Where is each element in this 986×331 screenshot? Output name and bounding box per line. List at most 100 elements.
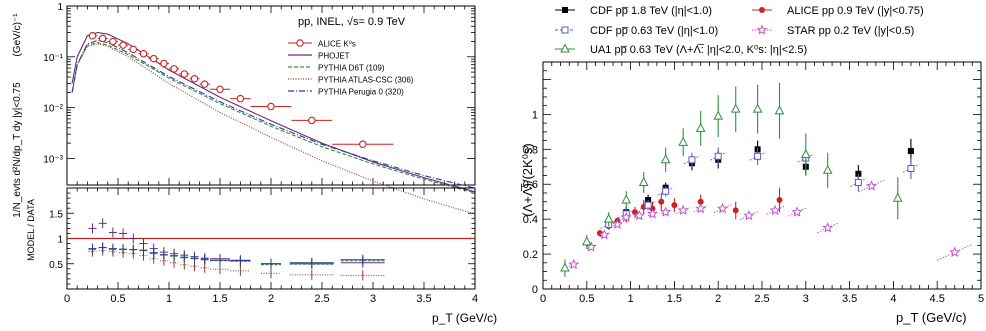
lambda-point-ua1-open-triangle bbox=[603, 213, 614, 223]
alice-k0s-point bbox=[109, 37, 117, 46]
alice-k0s-point bbox=[216, 85, 224, 93]
alice-k0s-point bbox=[129, 45, 138, 54]
spectrum-annotation: pp, INEL, √s= 0.9 TeV bbox=[298, 16, 406, 28]
right-xlabel: p_T (GeV/c) bbox=[896, 310, 967, 325]
ratio-ylabel: MODEL / DATA bbox=[26, 199, 36, 261]
left-xlabel: p_T (GeV/c) bbox=[432, 311, 497, 325]
alice-k0s-point bbox=[139, 49, 148, 58]
alice-k0s-point bbox=[88, 31, 97, 40]
lambda-point-cdf-filled-square bbox=[907, 148, 914, 155]
alice-k0s-point bbox=[359, 140, 367, 149]
ratio-ytick-label: 1.5 bbox=[49, 209, 63, 220]
spectrum-line-phojet bbox=[71, 32, 476, 193]
lambda-xtick-label: 4.5 bbox=[930, 293, 945, 305]
lambda-xtick-label: 2.5 bbox=[754, 293, 769, 305]
lambda-point-star-open-star bbox=[568, 258, 579, 270]
lambda-point-cdf-open-square bbox=[854, 178, 862, 186]
spectrum-legend-entry: PYTHIA ATLAS-CSC (306) bbox=[318, 76, 414, 85]
lambda-point-star-open-star-xerr bbox=[858, 179, 885, 193]
lambda-k0s-panel: 0 0.5 1 1.5 2 2.5 3 3.5 4 4.5 5 0 0.2 0.4 0.6 0.8 1 bbox=[523, 61, 984, 305]
lambda-legend-entry: ALICE pp 0.9 TeV (|y|<0.75) bbox=[787, 5, 924, 17]
lambda-point-star-open-star bbox=[866, 180, 877, 191]
lambda-point-star-open-star bbox=[822, 222, 834, 233]
lambda-point-alice-filled-circle bbox=[697, 198, 704, 205]
lambda-legend-marker bbox=[561, 26, 569, 34]
lambda-point-star-open-star bbox=[620, 211, 632, 222]
ratio-ytick-label: 0.5 bbox=[49, 260, 63, 271]
spectrum-legend: ALICE K⁰s PHOJET PYTHIA D6T (109) PYTHIA AT… bbox=[288, 39, 414, 97]
spectrum-legend-entry: PHOJET bbox=[318, 52, 350, 61]
spectrum-ylabel-unit: (GeV/c)⁻¹ bbox=[12, 13, 23, 57]
spectrum-ytick-label: 10⁻³ bbox=[43, 154, 63, 165]
lambda-point-alice-filled-circle bbox=[776, 196, 783, 203]
lambda-point-star-open-star bbox=[660, 206, 671, 217]
lambda-point-star-open-star bbox=[647, 208, 658, 219]
lambda-xtick-label: 5 bbox=[978, 293, 984, 305]
right-ylabel: (Λ+Λ̅)/(2K⁰s) bbox=[520, 143, 535, 217]
spectrum-legend-entry: PYTHIA D6T (109) bbox=[318, 64, 385, 73]
ratio-xtick-label: 4 bbox=[472, 293, 478, 305]
lambda-point-alice-filled-circle bbox=[671, 202, 678, 209]
legend-alice-marker bbox=[296, 39, 304, 47]
lambda-ytick-label: 0.6 bbox=[523, 179, 538, 191]
lambda-point-cdf-open-square bbox=[688, 156, 696, 164]
lambda-point-cdf-open-square bbox=[714, 152, 722, 160]
lambda-ytick-label: 0.4 bbox=[523, 214, 538, 226]
lambda-point-ua1-open-triangle bbox=[822, 164, 833, 174]
alice-k0s-point bbox=[119, 41, 127, 49]
ratio-legend: CDF pp̅ 1.8 TeV (|η|<1.0) ALICE pp 0.9 Te… bbox=[555, 5, 924, 56]
lambda-point-star-open-star bbox=[695, 203, 707, 214]
lambda-point-cdf-open-square bbox=[662, 187, 670, 195]
lambda-point-ua1-open-triangle bbox=[730, 103, 741, 113]
lambda-point-star-open-star bbox=[717, 203, 729, 214]
lambda-xtick-label: 0 bbox=[540, 293, 546, 305]
lambda-legend-entry: CDF pp̅ 0.63 TeV (|η|<1.0) bbox=[590, 25, 718, 37]
lambda-legend-marker bbox=[756, 24, 768, 35]
spectrum-legend-entry: ALICE K⁰s bbox=[318, 40, 356, 49]
alice-k0s-point bbox=[200, 80, 209, 88]
ratio-xtick-label: 1 bbox=[166, 293, 172, 305]
lambda-ytick-label: 0.2 bbox=[523, 249, 538, 261]
lambda-point-star-open-star bbox=[585, 241, 597, 252]
spectrum-line-pythia-d6t-109- bbox=[71, 42, 476, 194]
spectrum-panel: 1 10⁻¹ 10⁻² 10⁻³ bbox=[43, 2, 476, 215]
spectrum-frame bbox=[66, 5, 476, 186]
lambda-xtick-label: 2 bbox=[715, 293, 721, 305]
lambda-point-ua1-open-triangle bbox=[621, 194, 632, 204]
lambda-frame bbox=[542, 61, 982, 290]
lambda-point-star-open-star-xerr bbox=[675, 206, 691, 215]
lambda-point-alice-filled-circle bbox=[732, 207, 739, 214]
lambda-point-ua1-open-triangle bbox=[800, 148, 811, 159]
ratio-xtick-label: 0.5 bbox=[110, 293, 125, 305]
lambda-point-star-open-star bbox=[612, 218, 623, 229]
lambda-point-ua1-open-triangle bbox=[638, 176, 649, 186]
lambda-point-ua1-open-triangle bbox=[892, 192, 903, 202]
lambda-legend-entry: CDF pp̅ 1.8 TeV (|η|<1.0) bbox=[590, 5, 712, 17]
lambda-legend-entry: UA1 pp̅ 0.63 TeV (Λ+Λ̅: |η|<2.0, K⁰s: |η… bbox=[590, 44, 807, 56]
lambda-xtick-label: 3.5 bbox=[842, 293, 857, 305]
ratio-xtick-label: 3.5 bbox=[416, 293, 431, 305]
ratio-xtick-label: 0 bbox=[64, 293, 70, 305]
spectrum-line-pythia-atlas-csc-306- bbox=[71, 43, 476, 215]
lambda-xtick-label: 0.5 bbox=[579, 293, 594, 305]
lambda-point-ua1-open-triangle bbox=[678, 136, 688, 146]
alice-k0s-point bbox=[160, 59, 168, 68]
lambda-point-ua1-open-triangle bbox=[752, 103, 763, 113]
lambda-point-ua1-open-triangle bbox=[560, 262, 570, 272]
ratio-xtick-label: 2 bbox=[268, 293, 274, 305]
alice-k0s-point bbox=[98, 34, 107, 43]
lambda-point-cdf-open-square bbox=[644, 201, 652, 209]
lambda-point-star-open-star bbox=[634, 210, 645, 221]
lambda-ytick-label: 1 bbox=[532, 109, 538, 121]
lambda-point-star-open-star-xerr bbox=[817, 222, 839, 234]
lambda-legend-marker bbox=[560, 43, 570, 53]
lambda-point-cdf-open-square bbox=[907, 165, 915, 173]
lambda-point-ua1-open-triangle bbox=[774, 105, 785, 115]
ratio-xtick-label: 2.5 bbox=[314, 293, 329, 305]
lambda-xtick-label: 1.5 bbox=[667, 293, 682, 305]
lambda-point-star-open-star bbox=[598, 229, 610, 240]
lambda-legend-entry: STAR pp 0.2 TeV (|y|<0.5) bbox=[787, 25, 914, 37]
lambda-point-cdf-open-square bbox=[754, 152, 762, 160]
lambda-point-ua1-open-triangle bbox=[581, 236, 592, 246]
